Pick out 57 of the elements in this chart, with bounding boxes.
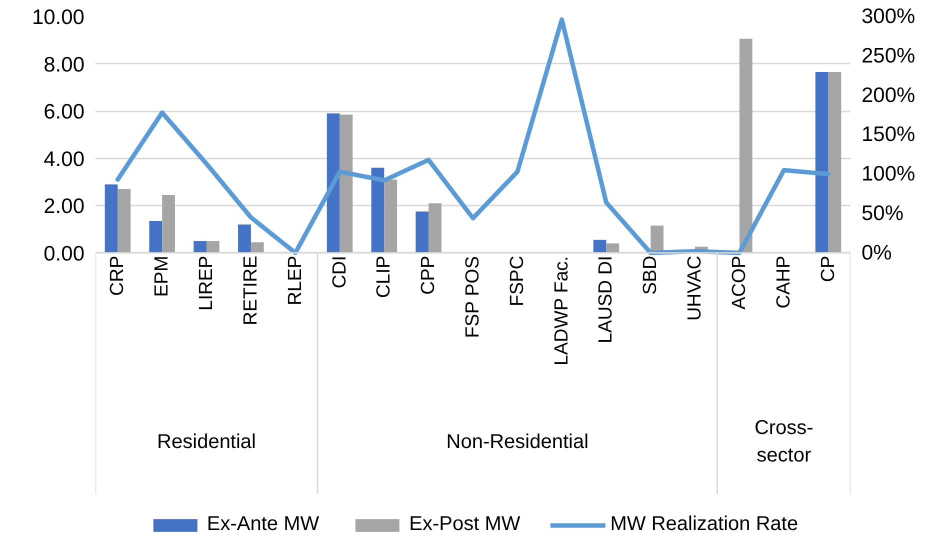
bar (149, 220, 162, 253)
y2-tick-label: 300% (862, 5, 916, 28)
legend-label: Ex-Post MW (409, 513, 520, 536)
x-tick-label: CDI (329, 256, 350, 288)
bar (326, 113, 340, 253)
text: Residential (157, 430, 256, 453)
bar (104, 184, 118, 253)
bar (428, 203, 442, 253)
x-tick-label: UHVAC (684, 256, 706, 321)
x-tick-label: CLIP (374, 256, 395, 298)
y-tick-label: 10.00 (32, 6, 85, 29)
line-series (115, 17, 831, 256)
bar (194, 241, 207, 253)
legend-label: Ex-Ante MW (206, 513, 320, 536)
x-tick-label: CAHP (773, 256, 794, 308)
x-tick-label: CRP (107, 256, 128, 296)
bar (416, 212, 429, 253)
bar (250, 242, 264, 253)
text: Cross-sector (754, 417, 814, 467)
y2-tick-label: 100% (862, 162, 916, 186)
y-tick-label: 8.00 (44, 53, 85, 76)
x-tick-label: RETIRE (240, 256, 262, 326)
bar (162, 194, 175, 253)
bar (650, 226, 664, 253)
x-tick-label: CP (818, 256, 839, 282)
bar (815, 72, 828, 253)
y-tick-label: 6.00 (44, 100, 85, 124)
bar (828, 72, 842, 253)
x-tick-label: FSP POS (462, 256, 484, 338)
bar (118, 189, 131, 253)
bar (384, 180, 398, 253)
x-tick-label: CPP (418, 256, 440, 295)
x-tick-label: ACOP (728, 256, 750, 310)
y2-tick-label: 50% (862, 202, 904, 225)
y-tick-label: 2.00 (44, 195, 85, 218)
y-tick-label: 4.00 (44, 148, 85, 171)
y2-tick-label: 150% (862, 123, 916, 146)
bar (238, 224, 251, 253)
x-tick-label: EPM (152, 256, 173, 297)
x-tick-label: LADWP Fac. (551, 256, 572, 366)
x-tick-label: FSPC (506, 256, 528, 306)
x-tick-label: LAUSD DI (596, 256, 617, 344)
y-tick-label: 0.00 (44, 242, 85, 266)
x-tick-label: LIREP (196, 256, 218, 311)
bar (739, 38, 752, 253)
text: Non-Residential (446, 430, 589, 453)
bar (371, 168, 384, 253)
bar (593, 240, 606, 253)
x-tick-label: SBD (640, 256, 662, 295)
bar (206, 241, 220, 253)
y2-tick-label: 200% (862, 84, 916, 107)
y2-tick-label: 250% (862, 44, 916, 68)
bar (606, 243, 620, 253)
x-tick-label: RLEP (284, 256, 306, 306)
y2-tick-label: 0% (862, 241, 892, 264)
legend-label: MW Realization Rate (610, 513, 798, 536)
bar (340, 114, 353, 253)
